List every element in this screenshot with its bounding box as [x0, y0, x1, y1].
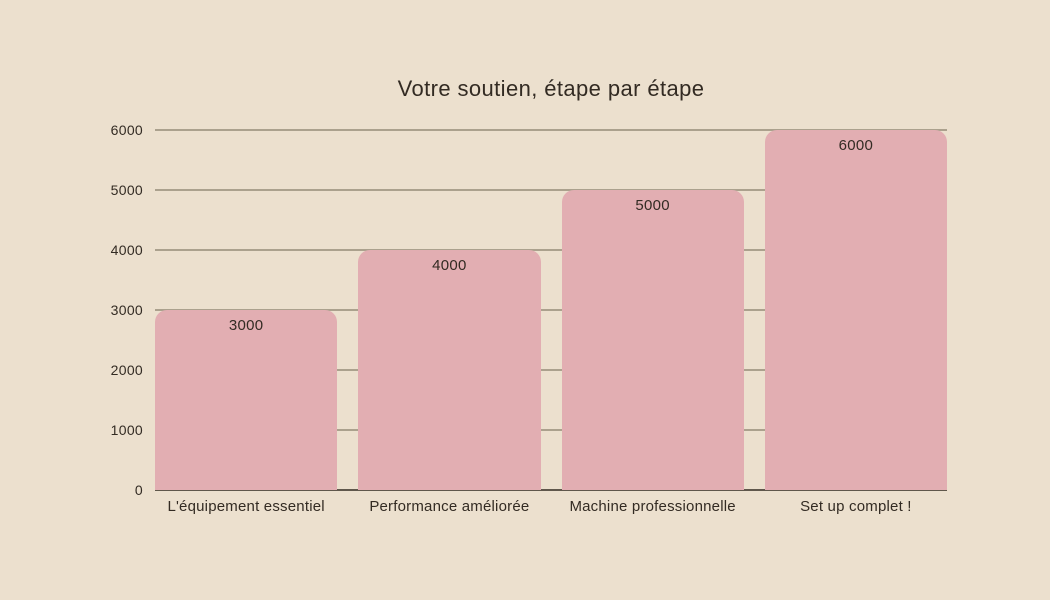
- gridline: [155, 189, 947, 191]
- bar: 6000: [764, 130, 947, 490]
- gridline: [155, 129, 947, 131]
- y-tick-label: 4000: [110, 242, 143, 258]
- x-category-label: L'équipement essentiel: [167, 498, 325, 515]
- x-axis-category-labels: L'équipement essentiel Performance amélio…: [155, 497, 947, 517]
- gridline: [155, 249, 947, 251]
- y-tick-label: 5000: [110, 182, 143, 198]
- bar-value-label: 3000: [228, 317, 264, 334]
- plot-area: 3000 4000 5000 6000: [155, 129, 947, 491]
- bar-value-label: 6000: [838, 137, 874, 154]
- gridline: [155, 309, 947, 311]
- x-category-label: Machine professionnelle: [569, 498, 736, 515]
- gridline: [155, 429, 947, 431]
- bar-value-label: 5000: [635, 197, 670, 214]
- y-tick-label: 0: [134, 482, 143, 498]
- x-category-label: Performance améliorée: [369, 498, 530, 515]
- bars: 3000 4000 5000 6000: [155, 130, 947, 490]
- x-category-label: Set up complet !: [800, 498, 912, 515]
- bar: 5000: [561, 190, 744, 490]
- bar-value-label: 4000: [432, 257, 467, 274]
- gridline: [155, 369, 947, 371]
- y-axis-tick-labels: 0 1000 2000 3000 4000 5000 6000: [0, 0, 143, 600]
- gridlines: [155, 129, 947, 491]
- bar: 3000: [155, 310, 338, 490]
- x-axis-line: [155, 489, 947, 491]
- y-tick-label: 2000: [110, 362, 143, 378]
- y-tick-label: 1000: [110, 422, 143, 438]
- chart-title: Votre soutien, étape par étape: [397, 76, 705, 101]
- y-tick-label: 3000: [110, 302, 143, 318]
- y-tick-label: 6000: [110, 122, 143, 138]
- bar: 4000: [358, 250, 541, 490]
